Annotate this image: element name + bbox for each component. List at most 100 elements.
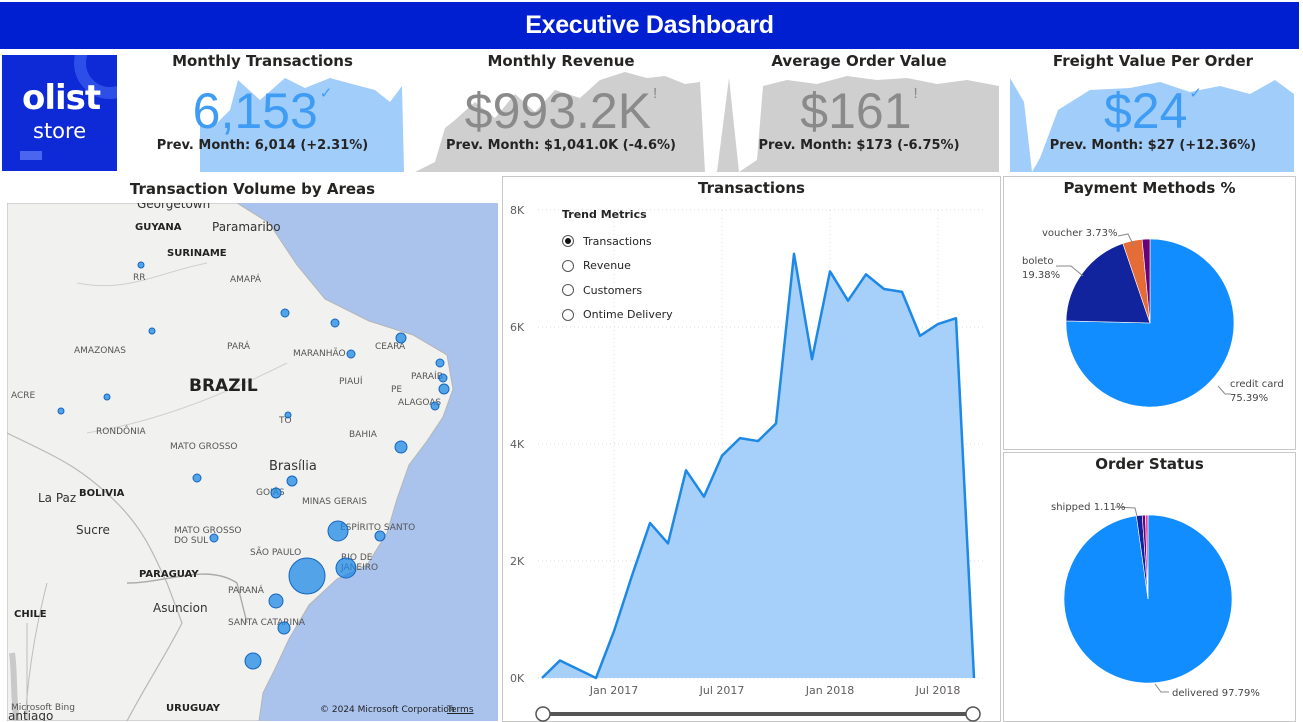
map-bubble — [280, 308, 290, 318]
map-state-label: MARANHÃO — [293, 349, 346, 359]
map-state-label: TO — [279, 416, 292, 426]
pie-leader-line — [1154, 683, 1169, 693]
map-country-label-brazil: BRAZIL — [189, 376, 258, 396]
map-state-label: SANTA CATARINA — [228, 618, 306, 628]
transaction-volume-map[interactable]: Georgetown GUYANA Paramaribo SURINAME RR… — [7, 203, 498, 721]
kpi-card-freight-value-per-order[interactable]: Freight Value Per Order $24 ✓ Prev. Month… — [1010, 50, 1296, 172]
bing-logo: Microsoft Bing — [11, 703, 75, 713]
map-bubble — [286, 475, 298, 487]
map-bubble — [435, 358, 445, 368]
map-state-label: ALAGOAS — [398, 398, 442, 408]
map-bubble — [192, 473, 202, 483]
x-tick-label: Jul 2017 — [699, 684, 745, 697]
map-bubble — [103, 393, 111, 401]
pie-label-credit-card: credit card 75.39% — [1230, 379, 1284, 404]
map-state-label: RR — [133, 273, 146, 283]
map-state-label: PIAUÍ — [339, 377, 363, 387]
map-state-label: CEARÁ — [375, 342, 406, 352]
kpi-previous-month: Prev. Month: $27 (+12.36%) — [1049, 138, 1257, 153]
map-state-label: GOIÁS — [256, 488, 285, 498]
map-bubble — [57, 407, 65, 415]
map-bubble — [395, 332, 407, 344]
range-slider-start-handle[interactable] — [535, 706, 551, 722]
map-state-label: PARANÁ — [228, 586, 264, 596]
map-state-label: SÃO PAULO — [250, 548, 302, 558]
page-title: Executive Dashboard — [525, 11, 774, 39]
map-bubble — [209, 533, 219, 543]
kpi-card-monthly-transactions[interactable]: Monthly Transactions 6,153 ✓ Prev. Month:… — [120, 50, 405, 172]
map-city-label: Georgetown — [137, 203, 211, 211]
pie-label-delivered: delivered 97.79% — [1172, 688, 1260, 699]
radio-icon[interactable] — [562, 308, 574, 321]
kpi-card-average-order-value[interactable]: Average Order Value $161! Prev. Month: $… — [717, 50, 1001, 172]
map-state-label: AMAZONAS — [74, 346, 126, 356]
map-bubble — [438, 373, 448, 383]
pie-label-boleto: boleto 19.38% — [1022, 256, 1061, 281]
map-country-label: PARAGUAY — [139, 569, 199, 580]
metric-option-customers[interactable]: Customers — [562, 278, 673, 303]
map-state-label: PARAÍB — [411, 372, 443, 382]
legend-title: Trend Metrics — [562, 208, 647, 221]
map-country-label: BOLIVIA — [79, 488, 125, 499]
radio-selected-icon[interactable] — [562, 235, 574, 248]
map-state-label: AMAPÁ — [230, 275, 262, 285]
logo-sub: store — [33, 119, 87, 143]
pie-label-voucher: voucher 3.73% — [1042, 228, 1118, 239]
payment-methods-title: Payment Methods % — [1063, 179, 1236, 197]
kpi-previous-month: Prev. Month: 6,014 (+2.31%) — [156, 138, 369, 153]
kpi-title: Monthly Revenue — [487, 52, 635, 70]
pie-leader-line — [1217, 385, 1231, 395]
map-terms-link[interactable]: Terms — [447, 705, 474, 715]
map-state-label: MINAS GERAIS — [302, 497, 367, 507]
pie-leader-line — [1114, 506, 1138, 517]
y-tick-label: 6K — [510, 321, 525, 334]
map-state-label: MATO GROSSO DO SUL — [174, 526, 242, 547]
map-bubble — [288, 557, 326, 595]
metric-option-revenue[interactable]: Revenue — [562, 254, 673, 279]
pie-label-shipped: shipped 1.11% — [1051, 502, 1126, 513]
map-bubble — [244, 652, 262, 670]
payment-methods-pie[interactable] — [1003, 196, 1296, 448]
map-bubble — [327, 520, 349, 542]
map-land — [7, 203, 454, 721]
map-bubble — [346, 349, 356, 359]
y-tick-label: 8K — [510, 204, 525, 217]
logo-word: olist — [22, 78, 101, 118]
kpi-sparkline — [717, 76, 999, 172]
kpi-status-check-icon: ✓ — [319, 85, 333, 102]
map-bubble — [284, 411, 292, 419]
kpi-value: 6,153 ✓ — [192, 83, 333, 139]
x-tick-label: Jul 2018 — [915, 684, 961, 697]
map-bubble — [438, 383, 450, 395]
kpi-status-check-icon: ✓ — [1189, 85, 1202, 102]
metric-option-transactions[interactable]: Transactions — [562, 229, 673, 254]
range-slider-end-handle[interactable] — [965, 706, 981, 722]
map-bubble — [148, 327, 156, 335]
radio-icon[interactable] — [562, 259, 574, 272]
kpi-status-alert-icon: ! — [913, 85, 918, 102]
map-city-label: antiago — [8, 709, 54, 721]
kpi-card-monthly-revenue[interactable]: Monthly Revenue $993.2K! Prev. Month: $1… — [415, 50, 707, 172]
radio-icon[interactable] — [562, 284, 574, 297]
map-bubble — [430, 401, 440, 411]
pie-slice-boleto — [1065, 243, 1151, 324]
pie-slice — [1141, 238, 1151, 324]
map-city-label: Asuncion — [153, 601, 208, 615]
map-bubble — [270, 487, 282, 499]
map-city-label-brasilia: Brasília — [269, 459, 317, 474]
map-city-label: Sucre — [76, 523, 110, 537]
map-state-label: MATO GROSSO — [170, 442, 238, 452]
metric-option-ontime-delivery[interactable]: Ontime Delivery — [562, 303, 673, 328]
trend-metrics-legend: Trend Metrics Transactions Revenue Custo… — [562, 208, 673, 327]
map-state-label: ACRE — [11, 391, 36, 401]
pie-slice-credit-card — [1065, 238, 1235, 408]
order-status-pie[interactable] — [1003, 472, 1296, 720]
transactions-area-chart[interactable]: 0K 2K 4K 6K 8K Jan 2017 Jul 2017 Jan 2018 Jul 20… — [502, 196, 1001, 722]
kpi-previous-month: Prev. Month: $173 (-6.75%) — [758, 138, 960, 153]
kpi-sparkline — [415, 72, 705, 172]
map-city-label: Paramaribo — [212, 220, 281, 234]
map-city-label: La Paz — [38, 491, 77, 505]
kpi-sparkline — [200, 78, 404, 172]
pie-slice — [1145, 514, 1149, 600]
map-state-label: ESPÍRITO SANTO — [340, 523, 416, 533]
